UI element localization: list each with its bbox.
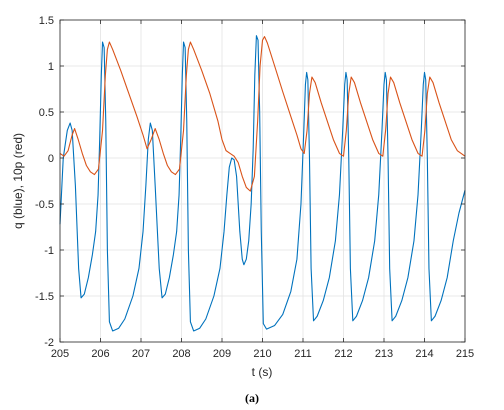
y-tick-label: 0: [48, 153, 54, 165]
x-tick-label: 213: [375, 348, 393, 360]
x-tick-label: 212: [334, 348, 352, 360]
x-tick-label: 215: [456, 348, 474, 360]
x-tick-label: 214: [415, 348, 433, 360]
y-tick-label: -2: [44, 337, 54, 349]
x-tick-label: 207: [132, 348, 150, 360]
y-tick-label: -0.5: [35, 199, 54, 211]
y-tick-label: 1: [48, 61, 54, 73]
y-axis-label: q (blue), 10p (red): [11, 133, 25, 229]
x-tick-label: 209: [213, 348, 231, 360]
y-tick-label: -1: [44, 245, 54, 257]
x-tick-label: 205: [51, 348, 69, 360]
tick-group: 205 206 207 208 209 210 211 212 213 214 215 -2 -1.5 -…: [35, 15, 474, 360]
x-tick-label: 206: [91, 348, 109, 360]
x-tick-label: 208: [172, 348, 190, 360]
x-axis-label: t (s): [252, 365, 273, 379]
y-tick-label: 0.5: [39, 107, 54, 119]
series-10p-line: [59, 36, 466, 192]
y-tick-label: -1.5: [35, 291, 54, 303]
figure-caption: (a): [245, 391, 259, 405]
x-tick-label: 210: [253, 348, 271, 360]
series-q-line: [59, 35, 466, 332]
y-tick-label: 1.5: [39, 15, 54, 27]
x-tick-label: 211: [294, 348, 312, 360]
series-group: [59, 35, 466, 332]
